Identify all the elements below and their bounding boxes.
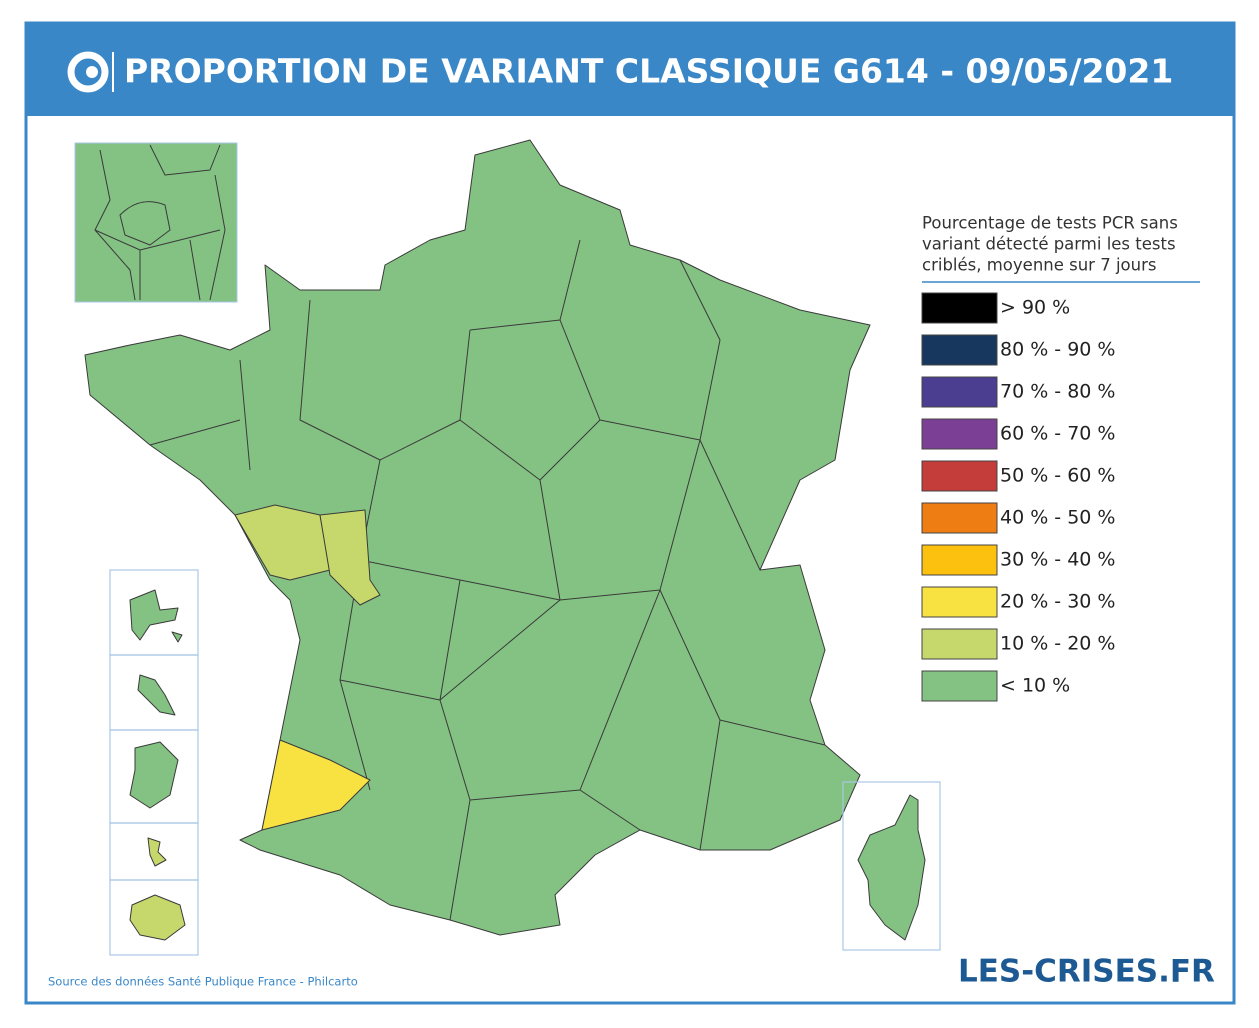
- legend: Pourcentage de tests PCR sans variant dét…: [921, 214, 1200, 702]
- logo: [67, 51, 114, 93]
- brand: LES-CRISES.FR: [958, 954, 1215, 990]
- overseas-insets: [109, 569, 941, 956]
- legend-label: 80 % - 90 %: [1000, 339, 1115, 361]
- legend-label: 50 % - 60 %: [1000, 465, 1115, 487]
- legend-swatch: [921, 544, 998, 576]
- legend-title: Pourcentage de tests PCR sans: [922, 214, 1178, 233]
- title: PROPORTION DE VARIANT CLASSIQUE G614 - 0…: [124, 52, 1173, 91]
- legend-swatch: [921, 586, 998, 618]
- header-band: [26, 23, 1234, 116]
- legend-label: 20 % - 30 %: [1000, 591, 1115, 613]
- legend-label: 70 % - 80 %: [1000, 381, 1115, 403]
- legend-swatch: [921, 292, 998, 324]
- legend-swatch: [921, 502, 998, 534]
- legend-swatch: [921, 628, 998, 660]
- legend-swatch: [921, 670, 998, 702]
- legend-label: 60 % - 70 %: [1000, 423, 1115, 445]
- legend-title: variant détecté parmi les tests: [922, 235, 1176, 254]
- legend-label: 30 % - 40 %: [1000, 549, 1115, 571]
- legend-label: > 90 %: [1000, 297, 1070, 319]
- legend-swatch: [921, 460, 998, 492]
- legend-swatch: [921, 334, 998, 366]
- legend-title: criblés, moyenne sur 7 jours: [922, 256, 1156, 275]
- paris-inset: [74, 142, 238, 303]
- legend-label: 10 % - 20 %: [1000, 633, 1115, 655]
- legend-label: < 10 %: [1000, 675, 1070, 697]
- legend-swatch: [921, 376, 998, 408]
- mainland-map: [84, 139, 871, 936]
- legend-label: 40 % - 50 %: [1000, 507, 1115, 529]
- source: Source des données Santé Publique France…: [48, 975, 358, 989]
- legend-swatch: [921, 418, 998, 450]
